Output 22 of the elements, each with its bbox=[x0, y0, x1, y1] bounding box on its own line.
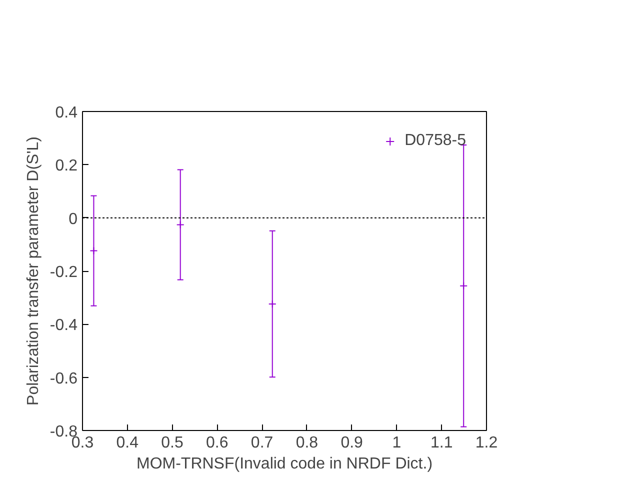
x-tick-label: 0.8 bbox=[296, 434, 318, 452]
y-tick-label: -0.2 bbox=[50, 264, 78, 281]
y-tick-label: -0.6 bbox=[50, 370, 78, 388]
y-tick-label: 0.2 bbox=[55, 158, 78, 175]
x-tick-label: 0.4 bbox=[116, 434, 139, 452]
y-tick-label: -0.4 bbox=[50, 317, 78, 334]
y-tick-label: 0 bbox=[68, 210, 78, 228]
point bbox=[268, 300, 276, 308]
x-tick-label: 0.6 bbox=[206, 434, 228, 452]
x-tick-label: 1.2 bbox=[475, 434, 498, 452]
point bbox=[90, 246, 98, 255]
x-tick-label: 1 bbox=[392, 434, 402, 452]
x-tick-label: 1.1 bbox=[430, 434, 453, 452]
y-tick-label: 0.4 bbox=[55, 104, 78, 122]
x-axis-title: MOM-TRNSF(Invalid code in NRDF Dict.) bbox=[136, 456, 433, 472]
y-axis-title: Polarization transfer parameter D(S'L) bbox=[24, 136, 42, 406]
x-tick-label: 0.7 bbox=[250, 434, 274, 452]
x-tick-label: 0.9 bbox=[340, 434, 364, 452]
point bbox=[176, 220, 184, 229]
legend-label: D0758-5 bbox=[404, 132, 466, 150]
x-tick-label: 0.5 bbox=[161, 434, 184, 452]
point bbox=[460, 282, 468, 290]
